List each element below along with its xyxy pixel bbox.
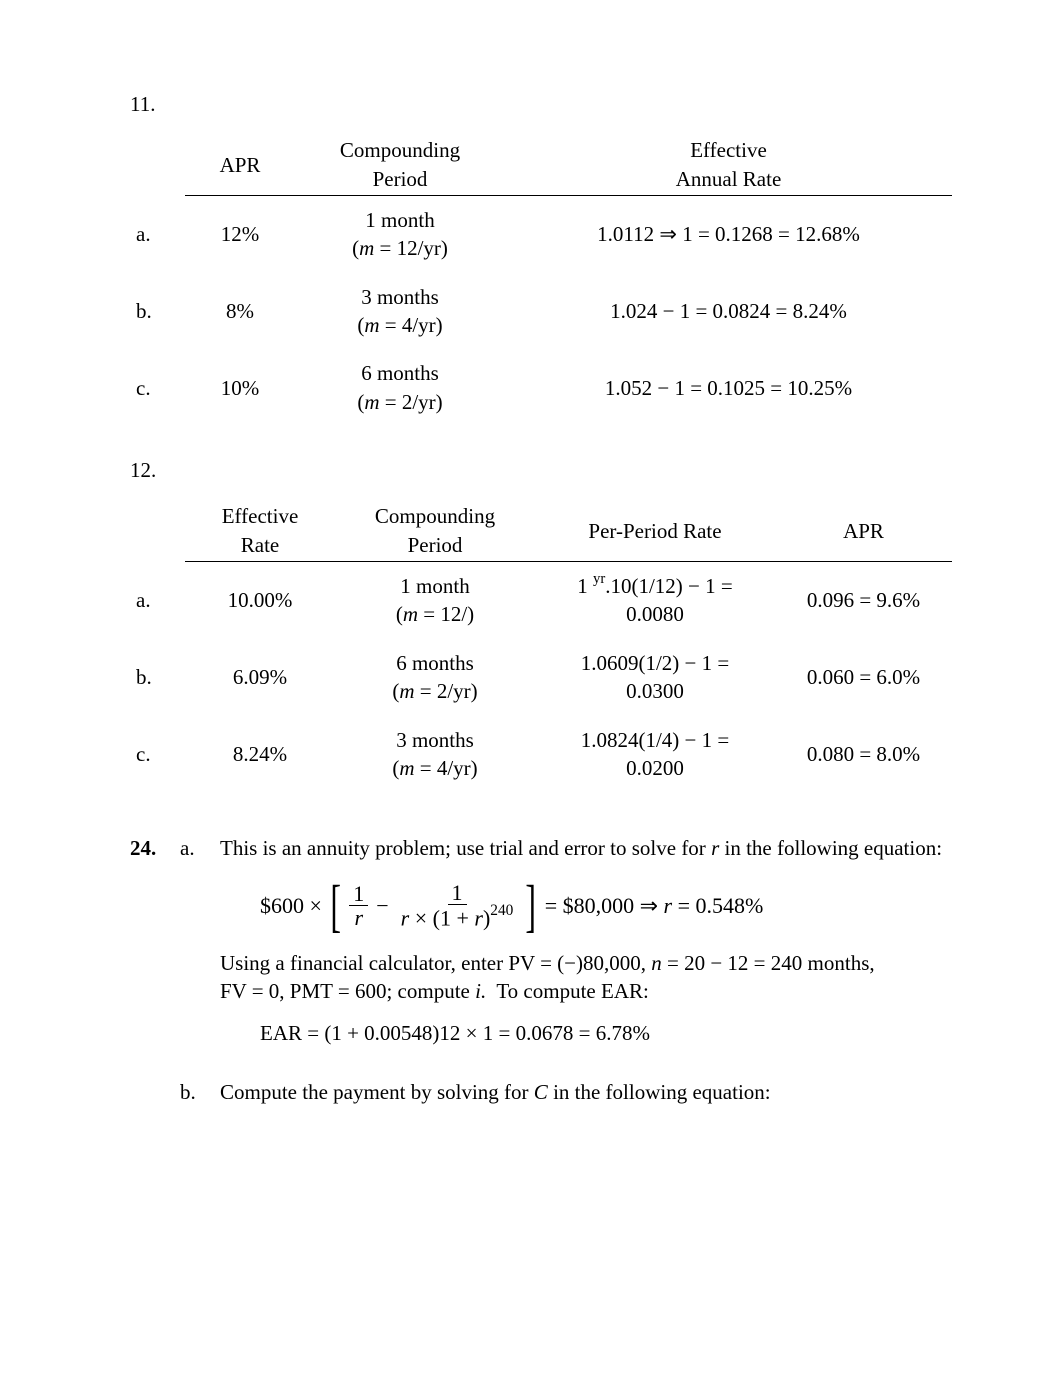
t11-r0-label: a. (130, 196, 185, 273)
problem-24-number: 24. (130, 834, 180, 1106)
problem-24: 24. a. This is an annuity problem; use t… (130, 834, 952, 1106)
p24a-label: a. (180, 834, 220, 1047)
table-12-row: c. 8.24% 3 months (m = 4/yr) 1.0824(1/4)… (130, 716, 952, 793)
t11-r0-eff: 1.0112 ⇒ 1 = 0.1268 = 12.68% (505, 196, 952, 273)
problem-24b: b. Compute the payment by solving for C … (180, 1078, 952, 1106)
table-12: EffectiveRate CompoundingPeriod Per-Peri… (130, 492, 952, 792)
p24a-ear: EAR = (1 + 0.00548)12 × 1 = 0.0678 = 6.7… (260, 1019, 952, 1047)
t12-h-apr: APR (775, 492, 952, 561)
p24b-label: b. (180, 1078, 220, 1106)
p24a-calc-text: Using a financial calculator, enter PV =… (220, 949, 952, 1006)
t12-r1-label: b. (130, 639, 185, 716)
t11-r1-eff: 1.024 − 1 = 0.0824 = 8.24% (505, 273, 952, 350)
t12-r2-eff: 8.24% (185, 716, 335, 793)
t11-r2-eff: 1.052 − 1 = 0.1025 = 10.25% (505, 349, 952, 426)
t11-r2-label: c. (130, 349, 185, 426)
t12-r0-label: a. (130, 562, 185, 639)
page: 11. APR CompoundingPeriod EffectiveAnnua… (0, 0, 1062, 1376)
t11-r1-label: b. (130, 273, 185, 350)
p24a-text: This is an annuity problem; use trial an… (220, 834, 952, 1047)
table-12-header-row: EffectiveRate CompoundingPeriod Per-Peri… (130, 492, 952, 561)
table-11-header-row: APR CompoundingPeriod EffectiveAnnual Ra… (130, 126, 952, 195)
table-11-row: c. 10% 6 months (m = 2/yr) 1.052 − 1 = 0… (130, 349, 952, 426)
table-11-row: b. 8% 3 months (m = 4/yr) 1.024 − 1 = 0.… (130, 273, 952, 350)
t12-h-ppr: Per-Period Rate (535, 492, 775, 561)
t11-r2-apr: 10% (185, 349, 295, 426)
t12-r0-period: 1 month (m = 12/) (335, 562, 535, 639)
t12-r1-ppr: 1.0609(1/2) − 1 = 0.0300 (535, 639, 775, 716)
t12-r2-ppr: 1.0824(1/4) − 1 = 0.0200 (535, 716, 775, 793)
table-11-row: a. 12% 1 month (m = 12/yr) 1.0112 ⇒ 1 = … (130, 196, 952, 273)
t11-h-effective: EffectiveAnnual Rate (505, 126, 952, 195)
table-12-row: a. 10.00% 1 month (m = 12/) 1 yr.10(1/12… (130, 562, 952, 639)
t12-r0-apr: 0.096 = 9.6% (775, 562, 952, 639)
t12-r1-period: 6 months (m = 2/yr) (335, 639, 535, 716)
t11-r1-period: 3 months (m = 4/yr) (295, 273, 505, 350)
t12-r2-label: c. (130, 716, 185, 793)
t11-r2-period: 6 months (m = 2/yr) (295, 349, 505, 426)
t12-r1-eff: 6.09% (185, 639, 335, 716)
t12-h-period: CompoundingPeriod (335, 492, 535, 561)
p24b-text: Compute the payment by solving for C in … (220, 1078, 952, 1106)
problem-12-number: 12. (130, 456, 952, 484)
table-12-row: b. 6.09% 6 months (m = 2/yr) 1.0609(1/2)… (130, 639, 952, 716)
t11-h-apr: APR (185, 126, 295, 195)
t11-r0-period: 1 month (m = 12/yr) (295, 196, 505, 273)
t12-r2-apr: 0.080 = 8.0% (775, 716, 952, 793)
t12-r0-ppr: 1 yr.10(1/12) − 1 = 0.0080 (535, 562, 775, 639)
t11-h-period: CompoundingPeriod (295, 126, 505, 195)
t12-r2-period: 3 months (m = 4/yr) (335, 716, 535, 793)
t12-r0-eff: 10.00% (185, 562, 335, 639)
t12-r1-apr: 0.060 = 6.0% (775, 639, 952, 716)
t12-h-eff: EffectiveRate (185, 492, 335, 561)
table-11: APR CompoundingPeriod EffectiveAnnual Ra… (130, 126, 952, 426)
t11-r0-apr: 12% (185, 196, 295, 273)
t11-r1-apr: 8% (185, 273, 295, 350)
problem-24a: a. This is an annuity problem; use trial… (180, 834, 952, 1047)
problem-11-number: 11. (130, 90, 952, 118)
p24a-formula: $600 × [ 1 r − 1 r × (1 + r)240 ] = $80,… (260, 877, 952, 935)
